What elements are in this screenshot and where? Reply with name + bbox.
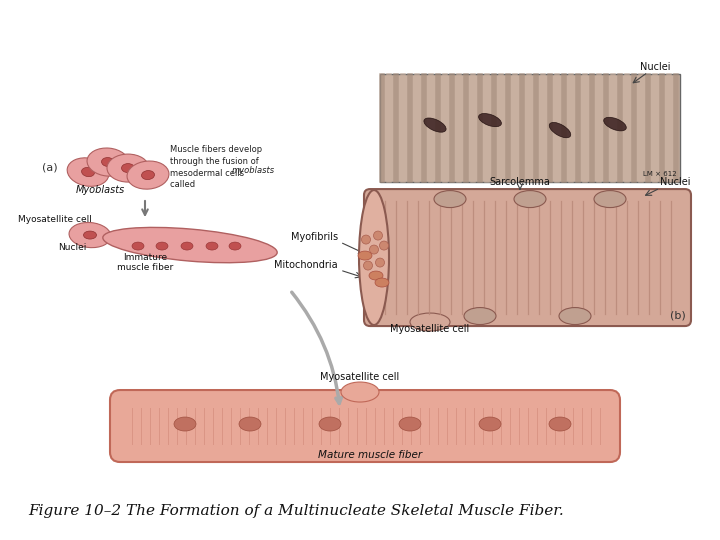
Ellipse shape: [122, 164, 135, 173]
Ellipse shape: [206, 242, 218, 250]
Text: Figure 10–2 The Formation of a Multinucleate Skeletal Muscle Fiber.: Figure 10–2 The Formation of a Multinucl…: [28, 504, 564, 518]
Text: Myosatellite cell: Myosatellite cell: [18, 215, 92, 224]
FancyBboxPatch shape: [364, 189, 691, 326]
Text: Myoblasts: Myoblasts: [76, 185, 125, 195]
Ellipse shape: [399, 417, 421, 431]
Ellipse shape: [369, 271, 383, 280]
Ellipse shape: [434, 191, 466, 207]
Ellipse shape: [514, 191, 546, 207]
Circle shape: [379, 241, 389, 250]
Ellipse shape: [81, 167, 94, 177]
Ellipse shape: [174, 417, 196, 431]
Ellipse shape: [549, 417, 571, 431]
Ellipse shape: [239, 417, 261, 431]
FancyBboxPatch shape: [110, 390, 620, 462]
Ellipse shape: [142, 171, 155, 180]
Text: Nuclei: Nuclei: [58, 243, 86, 252]
Text: Myofibrils: Myofibrils: [291, 232, 338, 242]
Ellipse shape: [603, 117, 626, 131]
Ellipse shape: [181, 242, 193, 250]
Text: LM × 612: LM × 612: [644, 171, 677, 177]
Circle shape: [376, 258, 384, 267]
Text: Nuclei: Nuclei: [640, 62, 670, 72]
Ellipse shape: [87, 148, 129, 176]
Text: Mature muscle fiber: Mature muscle fiber: [318, 450, 422, 460]
Ellipse shape: [424, 118, 446, 132]
Ellipse shape: [229, 242, 241, 250]
Text: Skeletal Muscle Fibers: Skeletal Muscle Fibers: [150, 14, 570, 48]
Ellipse shape: [132, 242, 144, 250]
Ellipse shape: [358, 251, 372, 260]
Ellipse shape: [67, 158, 109, 186]
Bar: [380, 74, 680, 182]
Text: Nuclei: Nuclei: [660, 177, 690, 187]
Ellipse shape: [359, 190, 389, 325]
Circle shape: [361, 235, 371, 244]
Circle shape: [364, 261, 372, 270]
Text: Mitochondria: Mitochondria: [274, 260, 338, 270]
Text: Myosatellite cell: Myosatellite cell: [390, 324, 469, 334]
Text: Muscle fibers develop
through the fusion of
mesodermal cells
called: Muscle fibers develop through the fusion…: [170, 145, 262, 190]
Ellipse shape: [319, 417, 341, 431]
Text: (b): (b): [670, 310, 686, 320]
Ellipse shape: [127, 161, 169, 189]
Ellipse shape: [69, 222, 111, 248]
Ellipse shape: [103, 227, 277, 263]
Circle shape: [374, 231, 382, 240]
Text: Immature
muscle fiber: Immature muscle fiber: [117, 253, 173, 272]
Ellipse shape: [375, 278, 389, 287]
Text: Myosatellite cell: Myosatellite cell: [320, 372, 400, 382]
Text: Sarcolemma: Sarcolemma: [490, 177, 550, 187]
Text: myoblasts: myoblasts: [232, 166, 275, 175]
Ellipse shape: [410, 313, 450, 331]
Ellipse shape: [479, 417, 501, 431]
Ellipse shape: [594, 191, 626, 207]
Ellipse shape: [549, 123, 571, 138]
Ellipse shape: [107, 154, 149, 182]
Ellipse shape: [341, 382, 379, 402]
Ellipse shape: [559, 308, 591, 325]
Ellipse shape: [84, 231, 96, 239]
Ellipse shape: [102, 158, 114, 167]
Ellipse shape: [464, 308, 496, 325]
Ellipse shape: [479, 113, 501, 127]
Text: (a): (a): [42, 162, 58, 172]
Circle shape: [369, 245, 379, 254]
Ellipse shape: [156, 242, 168, 250]
